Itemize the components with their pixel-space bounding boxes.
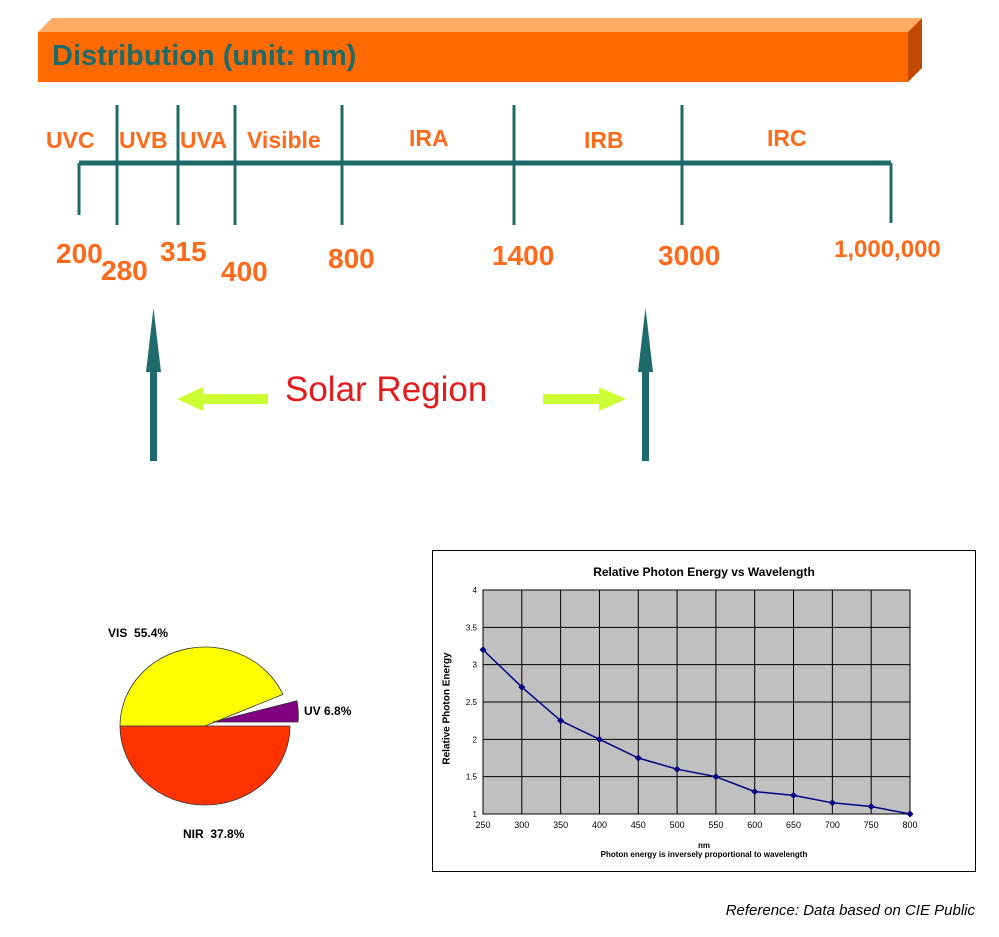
x-tick-label: 350 [553, 820, 568, 830]
data-point [712, 773, 720, 781]
up-arrow-left [146, 308, 161, 461]
solar-region-arrows [146, 308, 653, 461]
chart-title: Relative Photon Energy vs Wavelength [593, 565, 815, 579]
data-point [673, 765, 681, 773]
solar-region-label: Solar Region [285, 370, 488, 409]
y-tick-label: 1 [473, 810, 478, 819]
data-point [595, 735, 603, 743]
band-visible: Visible [247, 127, 321, 153]
up-arrow-right [638, 308, 653, 461]
right-arrow [543, 387, 626, 411]
pie-slice-nir [119, 725, 291, 806]
x-axis-label: nm [698, 841, 710, 850]
x-tick-label: 300 [514, 820, 529, 830]
reference-note: Reference: Data based on CIE Public [725, 902, 975, 919]
boundary-280: 280 [101, 255, 148, 286]
data-point [557, 717, 565, 725]
x-tick-label: 250 [475, 820, 490, 830]
data-point [867, 803, 875, 811]
series-line [482, 649, 911, 815]
x-tick-label: 800 [902, 820, 917, 830]
boundary-1400: 1400 [492, 240, 555, 271]
pie-label-vis: VIS 55.4% [108, 626, 169, 640]
boundary-400: 400 [221, 256, 268, 287]
x-tick-label: 700 [825, 820, 840, 830]
boundary-3000: 3000 [658, 240, 721, 271]
chart-caption: Photon energy is inversely proportional … [600, 850, 808, 859]
data-point [479, 646, 487, 654]
x-tick-label: 450 [631, 820, 646, 830]
left-arrow [177, 387, 268, 411]
x-tick-label: 550 [708, 820, 723, 830]
boundary-200: 200 [56, 238, 103, 269]
boundary-800: 800 [328, 243, 375, 274]
pie-slice-vis [119, 646, 284, 727]
data-point [828, 799, 836, 807]
data-point [751, 788, 759, 796]
data-point [634, 754, 642, 762]
band-uvc: UVC [46, 127, 95, 153]
pie-chart [119, 646, 299, 806]
x-tick-label: 500 [670, 820, 685, 830]
data-point [906, 810, 914, 818]
data-point [790, 791, 798, 799]
band-irc: IRC [767, 125, 807, 151]
banner-title: Distribution (unit: nm) [52, 40, 357, 72]
spectrum-scale [77, 105, 893, 225]
y-tick-label: 3 [473, 661, 478, 670]
line-chart: Relative Photon Energy vs Wavelength Rel… [432, 550, 976, 872]
banner [38, 18, 922, 82]
band-irb: IRB [584, 127, 624, 153]
band-uva: UVA [180, 127, 227, 153]
y-tick-label: 4 [473, 586, 478, 595]
plot-area: 250 300 350 400 450 500 550 600 650 700 750 800 1 1.5… [466, 586, 918, 830]
pie-label-uv: UV 6.8% [304, 704, 352, 718]
x-tick-label: 750 [864, 820, 879, 830]
y-tick-label: 1.5 [466, 773, 478, 782]
pie-label-nir: NIR 37.8% [183, 827, 245, 841]
x-tick-label: 600 [747, 820, 762, 830]
x-tick-label: 650 [786, 820, 801, 830]
y-tick-label: 2.5 [466, 698, 478, 707]
y-tick-label: 3.5 [466, 623, 478, 632]
band-ira: IRA [409, 125, 449, 151]
band-uvb: UVB [119, 127, 168, 153]
boundary-315: 315 [160, 236, 207, 267]
y-tick-label: 2 [473, 735, 478, 744]
data-point [518, 683, 526, 691]
pie-slice-uv [212, 700, 299, 723]
boundary-1000000: 1,000,000 [834, 236, 941, 263]
x-tick-label: 400 [592, 820, 607, 830]
